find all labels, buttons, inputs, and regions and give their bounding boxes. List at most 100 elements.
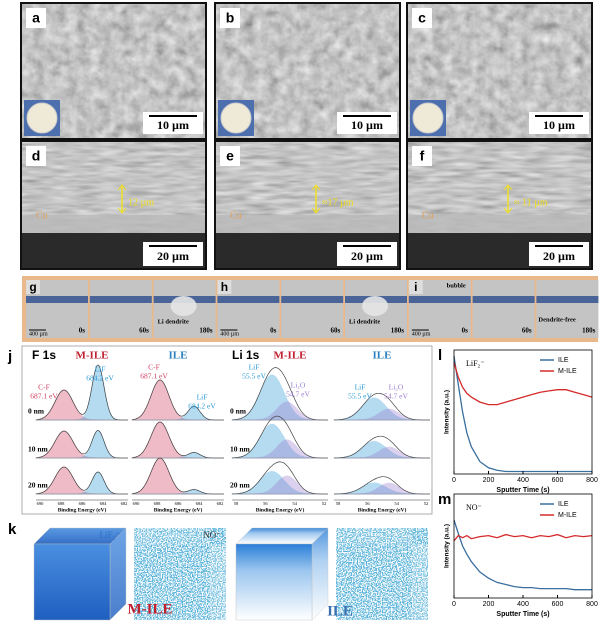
scale-label: 10 µm xyxy=(543,118,575,132)
xps-tick-label: 690 xyxy=(37,501,45,506)
substrate-label: Cu xyxy=(422,210,434,221)
xps-envelope xyxy=(35,430,128,459)
panel-letter: g xyxy=(29,280,36,294)
xps-envelope xyxy=(232,461,328,495)
scale-label: 10 µm xyxy=(351,118,383,132)
scale-label: 20 µm xyxy=(157,249,189,263)
xps-tick-label: 688 xyxy=(58,501,66,506)
annotation: Li dendrite xyxy=(349,318,380,325)
thickness-label: ≈ 11 µm xyxy=(514,197,548,208)
peak-species: Li₂O xyxy=(291,381,306,390)
cube-front xyxy=(235,543,313,621)
legend-label: M-ILE xyxy=(558,368,577,375)
sample-label: M-ILE xyxy=(128,601,173,617)
y-axis-label: Intensity (a.u.) xyxy=(444,524,451,568)
panel-letter: f xyxy=(420,148,425,164)
annotation: NO⁻ xyxy=(466,503,482,512)
cube-top xyxy=(335,527,429,545)
xps-tick-label: 56 xyxy=(365,501,370,506)
xps-sample: M-ILE xyxy=(76,350,109,362)
panel-letter: b xyxy=(226,10,235,26)
xps-frame xyxy=(21,345,433,515)
separator-band xyxy=(408,296,471,303)
separator-band xyxy=(26,296,88,303)
data-line xyxy=(453,519,592,591)
xps-title: F 1s xyxy=(32,348,56,362)
depth-label: 0 nm xyxy=(230,407,247,416)
label-box xyxy=(220,146,240,166)
xps-envelope xyxy=(131,379,224,421)
peak-species: LiF xyxy=(249,363,260,372)
separator-band xyxy=(536,296,599,303)
depth-label: 20 nm xyxy=(28,481,49,490)
xps-tick-label: 58 xyxy=(234,501,239,506)
arrowhead xyxy=(311,207,321,214)
peak-energy: 54.7 eV xyxy=(384,392,408,401)
letter-box xyxy=(217,280,232,294)
peak-energy: 54.7 eV xyxy=(286,390,310,399)
panel-letter: e xyxy=(226,148,234,164)
optical-frame xyxy=(89,280,152,338)
xps-tick-label: 54 xyxy=(394,501,399,506)
xps-xlabel: Binding Energy (eV) xyxy=(154,506,203,513)
xps-tick-label: 684 xyxy=(196,501,204,506)
x-tick-label: 0 xyxy=(452,601,456,608)
cu-layer xyxy=(22,215,205,233)
xps-xlabel: Binding Energy (eV) xyxy=(358,506,407,513)
depth-label: 0 nm xyxy=(28,407,45,416)
time-label: 180s xyxy=(199,327,213,335)
scale-label: 400 µm xyxy=(220,331,239,337)
scale-box xyxy=(529,112,589,134)
xps-tick-label: 686 xyxy=(175,501,183,506)
xps-envelope xyxy=(232,367,328,421)
cube-front xyxy=(335,543,413,621)
xps-tick-label: 54 xyxy=(292,501,297,506)
depth-label: 20 nm xyxy=(230,481,251,490)
x-tick-label: 0 xyxy=(452,477,456,484)
xps-tick-label: 52 xyxy=(424,501,429,506)
data-line xyxy=(453,533,593,542)
xps-tick-label: 682 xyxy=(121,501,128,506)
xps-envelope xyxy=(131,421,224,459)
xps-envelope xyxy=(35,466,128,495)
scale-label: 400 µm xyxy=(412,331,431,337)
x-tick-label: 200 xyxy=(483,601,495,608)
peak-energy: 684.2 eV xyxy=(86,374,114,383)
thickness-label: ≈17 µm xyxy=(322,197,354,208)
dendrite xyxy=(170,296,197,316)
peak-energy: 687.1 eV xyxy=(30,392,58,401)
time-label: 180s xyxy=(582,327,596,335)
data-line xyxy=(453,362,593,406)
separator-band xyxy=(472,296,535,303)
panel-letter: h xyxy=(221,280,228,294)
xps-xlabel: Binding Energy (eV) xyxy=(256,506,305,513)
cu-layer xyxy=(408,215,591,233)
arrowhead xyxy=(311,184,321,191)
label-box xyxy=(412,8,432,28)
x-tick-label: 800 xyxy=(586,477,598,484)
x-tick-label: 600 xyxy=(552,477,564,484)
arrowhead xyxy=(503,207,513,214)
substrate-label: Cu xyxy=(36,210,48,221)
xps-title: Li 1s xyxy=(232,348,260,362)
panel-letter: k xyxy=(8,521,17,538)
depth-label: 10 nm xyxy=(230,445,251,454)
legend-label: ILE xyxy=(558,501,569,508)
x-tick-label: 800 xyxy=(586,601,598,608)
xps-envelope xyxy=(334,435,430,459)
scale-label: 400 µm xyxy=(29,331,48,337)
letter-box xyxy=(26,280,40,294)
ion-label: LiF₂⁻ xyxy=(100,530,121,540)
cu-layer xyxy=(216,215,399,233)
xps-tick-label: 58 xyxy=(336,501,341,506)
dendrite xyxy=(362,296,388,316)
xps-tick-label: 688 xyxy=(154,501,162,506)
inset-photo xyxy=(26,102,58,134)
panel-letter: c xyxy=(418,10,426,26)
panel-letter: l xyxy=(438,347,442,364)
sample-label: ILE xyxy=(327,603,353,619)
panel-letter: j xyxy=(7,348,12,365)
panel-letter: d xyxy=(32,148,41,164)
xps-tick-label: 52 xyxy=(322,501,327,506)
